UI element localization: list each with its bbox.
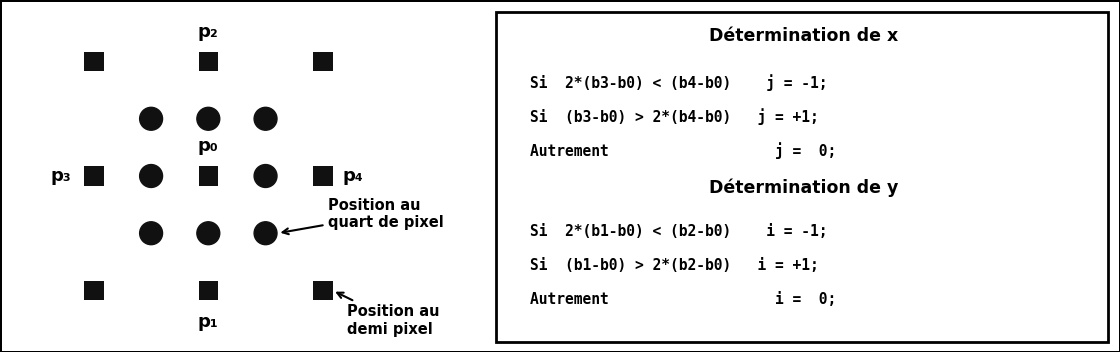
- Text: Détermination de y: Détermination de y: [709, 178, 898, 197]
- Text: Position au
demi pixel: Position au demi pixel: [337, 293, 440, 337]
- Circle shape: [140, 107, 162, 130]
- Bar: [198, 166, 218, 186]
- Bar: [198, 281, 218, 300]
- Circle shape: [197, 222, 220, 245]
- Text: p₂: p₂: [198, 23, 218, 40]
- Circle shape: [140, 164, 162, 188]
- Text: Position au
quart de pixel: Position au quart de pixel: [282, 198, 444, 234]
- Bar: [84, 52, 104, 71]
- Bar: [84, 281, 104, 300]
- Circle shape: [140, 222, 162, 245]
- Text: Autrement                   j =  0;: Autrement j = 0;: [530, 142, 837, 159]
- Text: Si  2*(b1-b0) < (b2-b0)    i = -1;: Si 2*(b1-b0) < (b2-b0) i = -1;: [530, 224, 828, 239]
- Text: p₄: p₄: [343, 167, 363, 185]
- Text: p₃: p₃: [50, 167, 72, 185]
- Circle shape: [197, 107, 220, 130]
- Text: Détermination de x: Détermination de x: [709, 27, 898, 45]
- Circle shape: [254, 222, 277, 245]
- Text: Autrement                   i =  0;: Autrement i = 0;: [530, 292, 837, 307]
- Text: Si  2*(b3-b0) < (b4-b0)    j = -1;: Si 2*(b3-b0) < (b4-b0) j = -1;: [530, 75, 828, 92]
- Text: p₀: p₀: [198, 137, 218, 155]
- Bar: [198, 52, 218, 71]
- Text: p₁: p₁: [198, 313, 218, 331]
- FancyBboxPatch shape: [496, 12, 1108, 341]
- Bar: [312, 166, 333, 186]
- Bar: [312, 281, 333, 300]
- Text: Si  (b1-b0) > 2*(b2-b0)   i = +1;: Si (b1-b0) > 2*(b2-b0) i = +1;: [530, 258, 819, 273]
- Text: Si  (b3-b0) > 2*(b4-b0)   j = +1;: Si (b3-b0) > 2*(b4-b0) j = +1;: [530, 108, 819, 125]
- Circle shape: [254, 164, 277, 188]
- Bar: [84, 166, 104, 186]
- Bar: [312, 52, 333, 71]
- Circle shape: [254, 107, 277, 130]
